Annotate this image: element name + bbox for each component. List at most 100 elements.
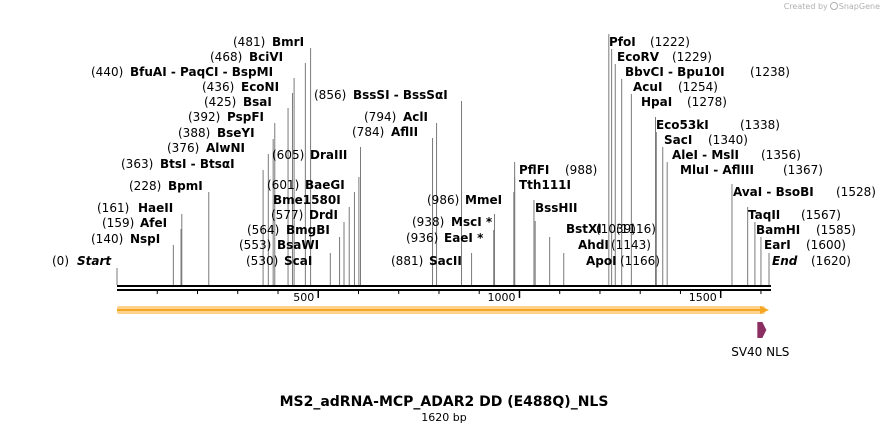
- site-pfoi[interactable]: (1222) PfoI: [609, 35, 690, 49]
- site-position: (601): [267, 178, 299, 192]
- site-labels: (0) Start (140) NspI (159) AfeI (161) HaeII (228…: [52, 35, 876, 268]
- plasmid-size: 1620 bp: [421, 411, 467, 424]
- snapgene-credit: Created by SnapGene: [784, 2, 880, 11]
- site-name: ApoI: [586, 254, 617, 268]
- site-position: (1528): [836, 185, 876, 199]
- site-btsi-bts-i[interactable]: (363) BtsI - BtsαI: [121, 157, 235, 171]
- site-position: (986): [427, 193, 459, 207]
- site-position: (1143): [611, 238, 651, 252]
- site-nspi[interactable]: (140) NspI: [91, 232, 160, 246]
- site-bsai[interactable]: (425) BsaI: [204, 95, 272, 109]
- site-bmri[interactable]: (481) BmrI: [233, 35, 304, 49]
- site-bfuai-paqci-bspmi[interactable]: (440) BfuAI - PaqCI - BspMI: [91, 65, 273, 79]
- site-position: (0): [52, 254, 69, 268]
- credit-prefix: Created by: [783, 2, 828, 11]
- site-name: BssSI - BssSαI: [353, 88, 448, 102]
- site-name: BssHII: [535, 201, 577, 215]
- site-position: (392): [188, 110, 220, 124]
- feature-arrow-icon[interactable]: [757, 322, 767, 338]
- site-name: AvaI - BsoBI: [733, 185, 814, 199]
- site-draiii[interactable]: (605) DraIII: [272, 148, 347, 162]
- site-mlui-afliii[interactable]: (1166): [620, 254, 660, 268]
- site-eco53ki[interactable]: (1338) Eco53kI: [656, 118, 780, 132]
- site-eari[interactable]: (1600) EarI: [764, 238, 846, 252]
- site-taqii[interactable]: (1567) TaqII: [748, 208, 841, 222]
- site-position: (1356): [761, 148, 801, 162]
- site-acui[interactable]: (1254) AcuI: [633, 80, 718, 94]
- site-name: BtsI - BtsαI: [160, 157, 235, 171]
- site-scai[interactable]: (530) ScaI: [246, 254, 312, 268]
- site-econi[interactable]: (436) EcoNI: [202, 80, 279, 94]
- site-bme1580i[interactable]: Bme1580I: [273, 193, 341, 207]
- site-tth111i[interactable]: Tth111I: [519, 178, 571, 192]
- site-bsawi[interactable]: (553) BsaWI: [239, 238, 319, 252]
- site-ecorv[interactable]: (1229) EcoRV: [617, 50, 712, 64]
- site-position: (1620): [811, 254, 851, 268]
- site-name: PfoI: [609, 35, 636, 49]
- orf-arrow: [117, 306, 769, 314]
- site-hpai[interactable]: (1278) HpaI: [641, 95, 727, 109]
- site-name: BmgBI: [286, 223, 330, 237]
- site-name: AflII: [391, 125, 418, 139]
- site-acli[interactable]: (794) AclI: [364, 110, 428, 124]
- plasmid-name: MS2_adRNA-MCP_ADAR2 DD (E488Q)_NLS: [279, 394, 609, 410]
- site-ahdi[interactable]: AhdI: [578, 238, 609, 252]
- site-name: MscI *: [451, 215, 493, 229]
- site-name: End: [772, 254, 798, 268]
- site-name: EcoNI: [241, 80, 279, 94]
- site-position: (159): [102, 216, 134, 230]
- site-eaei[interactable]: (936) EaeI *: [406, 231, 484, 245]
- site-mlui-afliii[interactable]: (1367) MluI - AflIII: [680, 163, 823, 177]
- site-saci[interactable]: (1340) SacI: [664, 133, 748, 147]
- site-position: (1116): [616, 222, 656, 236]
- site-bstxi[interactable]: (1039)BstXI: [566, 222, 636, 236]
- site-alwni[interactable]: (376) AlwNI: [167, 141, 245, 155]
- site-name: Start: [77, 254, 112, 268]
- site-name: BbvCI - Bpu10I: [625, 65, 725, 79]
- site-name: BmrI: [272, 35, 304, 49]
- site-bcivi[interactable]: (468) BciVI: [210, 50, 283, 64]
- site-name: TaqII: [748, 208, 780, 222]
- site-alei-msli[interactable]: (1143): [611, 238, 651, 252]
- site-position: (440): [91, 65, 123, 79]
- site-start[interactable]: (0) Start: [52, 254, 112, 268]
- site-position: (425): [204, 95, 236, 109]
- site-bseyi[interactable]: (388) BseYI: [178, 126, 255, 140]
- site-name: EaeI *: [444, 231, 484, 245]
- site-name: AleI - MslI: [672, 148, 739, 162]
- site-msci[interactable]: (938) MscI *: [412, 215, 493, 229]
- site-name: EarI: [764, 238, 791, 252]
- site-name: AclI: [403, 110, 428, 124]
- site-drdi[interactable]: (577) DrdI: [271, 208, 338, 222]
- site-bsssi-bsss-i[interactable]: (856) BssSI - BssSαI: [314, 88, 448, 102]
- site-position: (605): [272, 148, 304, 162]
- site-pflfi[interactable]: (988) PflFI: [519, 163, 597, 177]
- site-bamhi[interactable]: (1585) BamHI: [756, 223, 856, 237]
- site-haeii[interactable]: (161) HaeII: [97, 201, 173, 215]
- site-name: HaeII: [138, 201, 173, 215]
- site-name: DrdI: [309, 208, 338, 222]
- site-position: (794): [364, 110, 396, 124]
- site-bsshii[interactable]: BssHII: [535, 201, 577, 215]
- site-avai-bsobi[interactable]: (1528) AvaI - BsoBI: [733, 185, 876, 199]
- site-name: BseYI: [217, 126, 255, 140]
- site-baegi[interactable]: (601) BaeGI: [267, 178, 345, 192]
- site-pspfi[interactable]: (392) PspFI: [188, 110, 264, 124]
- site-saci[interactable]: (1116): [616, 222, 656, 236]
- site-position: (988): [565, 163, 597, 177]
- site-aflii[interactable]: (784) AflII: [352, 125, 418, 139]
- site-name: AhdI: [578, 238, 609, 252]
- site-end[interactable]: (1620) End: [772, 254, 851, 268]
- site-apoi[interactable]: ApoI: [586, 254, 617, 268]
- site-afei[interactable]: (159) AfeI: [102, 216, 167, 230]
- site-position: (140): [91, 232, 123, 246]
- site-position: (388): [178, 126, 210, 140]
- site-mmei[interactable]: (986) MmeI: [427, 193, 502, 207]
- site-position: (1229): [672, 50, 712, 64]
- site-name: BpmI: [168, 179, 203, 193]
- site-bbvci-bpu10i[interactable]: (1238) BbvCI - Bpu10I: [625, 65, 790, 79]
- site-sacii[interactable]: (881) SacII: [391, 254, 462, 268]
- site-alei-msli[interactable]: (1356) AleI - MslI: [672, 148, 801, 162]
- site-bmgbi[interactable]: (564) BmgBI: [247, 223, 330, 237]
- site-bpmi[interactable]: (228) BpmI: [129, 179, 203, 193]
